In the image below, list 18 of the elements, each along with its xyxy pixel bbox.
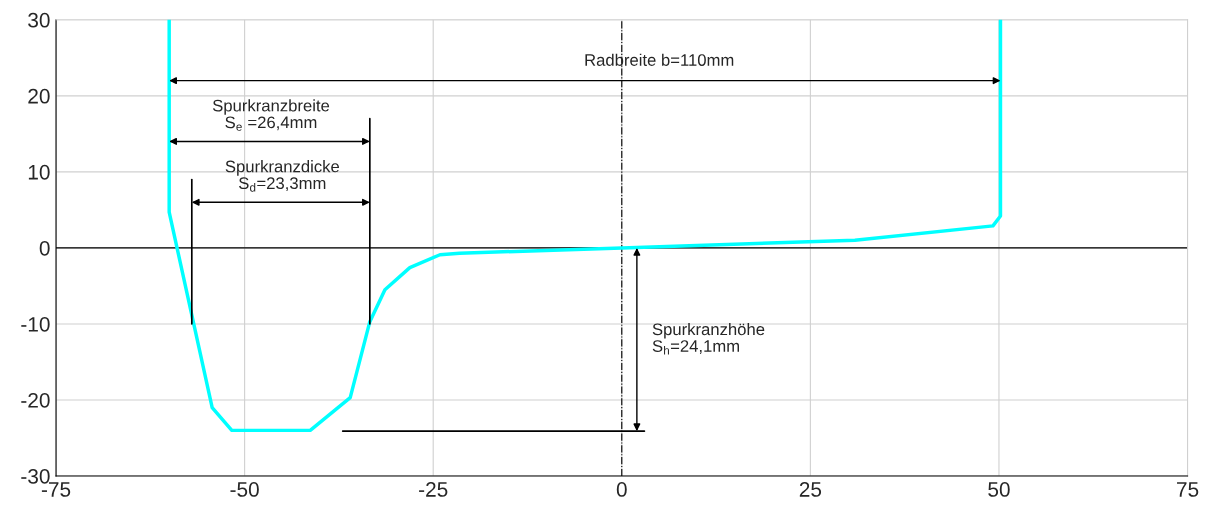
y-tick-label: -30 — [21, 469, 50, 484]
annotation: Spurkranzdicke S$_{d}$=23,3mm — [225, 160, 340, 192]
y-tick-label: -10 — [21, 316, 50, 332]
x-tick-label: -50 — [230, 482, 259, 497]
x-tick-label: 75 — [1177, 482, 1199, 497]
x-tick-label: 0 — [616, 482, 627, 497]
y-tick-label: 20 — [28, 88, 50, 104]
x-tick-label: 25 — [799, 482, 822, 497]
x-tick-label: 50 — [988, 482, 1010, 497]
y-tick-label: 10 — [28, 164, 50, 180]
x-tick-label: -75 — [41, 482, 71, 497]
annotation: Spurkranzbreite S$_{e}$ =26,4mm — [212, 99, 330, 131]
annotation: Spurkranzhöhe S$_{h}$=24,1mm — [652, 323, 765, 355]
y-tick-label: 0 — [39, 240, 50, 256]
line-series — [167, 19, 1003, 433]
y-tick-label: -20 — [21, 392, 50, 408]
x-tick-label: -25 — [419, 482, 448, 497]
y-tick-label: 30 — [28, 12, 50, 28]
